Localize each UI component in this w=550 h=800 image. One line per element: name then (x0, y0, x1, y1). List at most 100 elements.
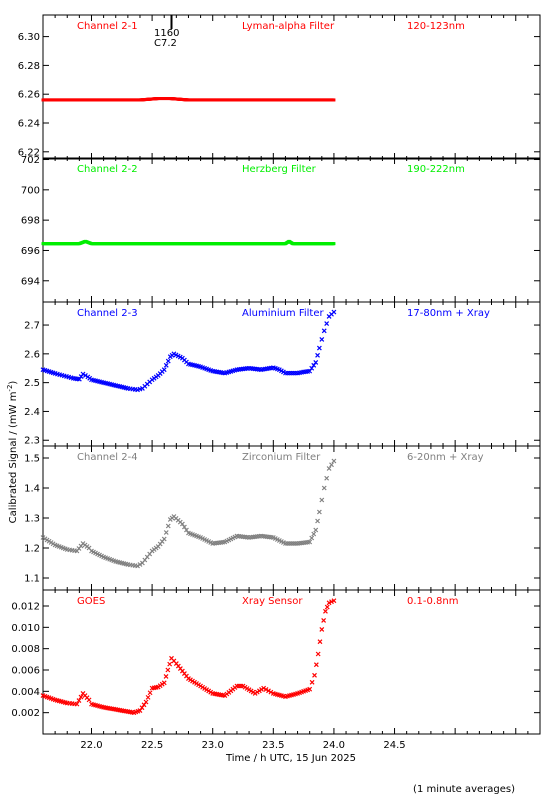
band-label: 120-123nm (407, 21, 465, 32)
y-tick-label: 6.22 (18, 147, 40, 158)
data-point (163, 362, 169, 368)
data-point (326, 466, 332, 471)
data-point (261, 685, 267, 691)
data-point (307, 539, 313, 545)
y-axis-label-main: Calibrated Signal / (mW m (8, 392, 19, 524)
panel-frame (42, 445, 541, 591)
y-tick-label: 702 (21, 155, 40, 166)
y-tick-label: 2.5 (24, 378, 40, 389)
data-series (41, 97, 336, 102)
y-tick-label: 6.28 (18, 61, 40, 72)
panel-frame (42, 589, 541, 735)
y-tick-label: 2.6 (24, 349, 40, 360)
band-label: 190-222nm (407, 164, 465, 175)
data-point (78, 694, 84, 700)
data-point (76, 698, 82, 704)
panels-group: 6.22 6.24 6.26 6.28 6.30 Channel 2-1 Lyman-alp… (11, 14, 541, 751)
data-point (316, 345, 322, 351)
x-tick-label: 22.0 (80, 740, 102, 751)
y-tick-label: 0.004 (11, 687, 40, 698)
data-point (312, 672, 317, 678)
channel-label: Channel 2-2 (77, 164, 138, 175)
data-point (315, 518, 320, 524)
panel-frame (42, 157, 541, 303)
band-label: 17-80nm + Xray (407, 308, 490, 319)
data-point (315, 352, 320, 358)
event-label-flare: 1160 (154, 28, 179, 39)
data-point (316, 509, 322, 515)
data-point (165, 358, 171, 364)
y-tick-label: 6.26 (18, 90, 40, 101)
filter-label: Zirconium Filter (242, 452, 321, 463)
data-point (74, 701, 80, 707)
data-point (319, 497, 325, 503)
data-point (324, 475, 330, 481)
data-point (161, 536, 167, 542)
y-tick-label: 0.012 (11, 602, 40, 613)
channel-label: Channel 2-1 (77, 21, 138, 32)
filter-label: Xray Sensor (242, 596, 303, 607)
data-point (309, 365, 315, 371)
data-point (165, 667, 171, 673)
data-point (147, 690, 153, 696)
y-tick-label: 700 (21, 185, 40, 196)
data-point (165, 523, 171, 529)
panel-frame (42, 301, 541, 447)
data-point (184, 527, 189, 533)
data-point (324, 604, 330, 610)
data-point (331, 598, 337, 604)
data-point (179, 521, 185, 527)
y-tick-label: 2.3 (24, 436, 40, 447)
data-point (319, 337, 325, 342)
y-tick-label: 0.010 (11, 623, 40, 634)
y-tick-label: 1.4 (24, 484, 40, 495)
data-point (323, 608, 328, 614)
y-tick-label: 0.008 (11, 644, 40, 655)
data-point (80, 371, 86, 377)
data-series (41, 239, 336, 246)
data-point (86, 697, 92, 703)
channel-label: Channel 2-3 (77, 308, 138, 319)
x-tick-label: 24.0 (323, 740, 345, 751)
data-point (135, 563, 140, 569)
data-series (40, 309, 337, 393)
data-point (145, 694, 151, 700)
y-tick-label: 0.002 (11, 708, 40, 719)
data-series (40, 458, 337, 569)
channel-label: Channel 2-4 (77, 452, 138, 463)
y-tick-label: 1.3 (24, 514, 40, 525)
data-point (263, 687, 269, 692)
data-point (332, 242, 336, 246)
data-point (313, 527, 319, 533)
event-label-class: C7.2 (154, 38, 177, 49)
panel-2: 694 696 698 700 702 Channel 2-2 Herzberg Filte… (21, 155, 541, 303)
y-tick-label: 0.006 (11, 666, 40, 677)
data-point (181, 524, 187, 530)
data-point (167, 661, 173, 667)
panel-1: 6.22 6.24 6.26 6.28 6.30 Channel 2-1 Lyman-alp… (18, 14, 541, 160)
data-point (163, 530, 169, 535)
data-point (307, 368, 313, 374)
y-tick-label: 1.1 (24, 574, 40, 585)
data-point (309, 679, 315, 685)
y-tick-label: 2.4 (24, 407, 40, 418)
x-tick-label: 23.5 (262, 740, 284, 751)
data-point (321, 617, 327, 623)
y-axis-label-sup: -2 (6, 385, 14, 392)
data-point (331, 458, 337, 464)
y-axis-label-close: ) (8, 381, 19, 385)
y-tick-label: 696 (21, 246, 40, 257)
data-point (332, 98, 336, 102)
x-axis-label: Time / h UTC, 15 Jun 2025 (225, 753, 356, 764)
data-point (161, 680, 167, 686)
y-tick-label: 6.24 (18, 119, 40, 130)
band-label: 6-20nm + Xray (407, 452, 484, 463)
data-point (329, 462, 334, 468)
data-point (313, 662, 319, 668)
y-tick-label: 1.5 (24, 454, 40, 465)
y-axis-label: Calibrated Signal / (mW m-2) (6, 381, 19, 524)
data-point (83, 373, 88, 378)
y-tick-label: 698 (21, 216, 40, 227)
panel-frame (42, 14, 541, 160)
